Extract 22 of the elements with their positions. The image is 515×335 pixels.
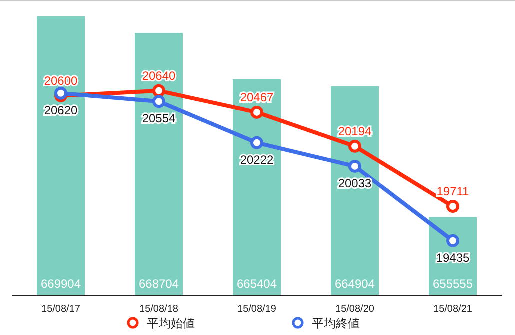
data-label: 20620	[44, 103, 78, 118]
x-tick-label: 15/08/21	[434, 304, 473, 315]
legend-label: 平均始値	[147, 316, 195, 330]
data-label: 669904	[40, 277, 82, 291]
data-label: 655555	[432, 277, 474, 291]
data-label: 19711	[436, 184, 470, 199]
x-tick-label: 15/08/20	[336, 304, 375, 315]
data-label: 20467	[240, 90, 274, 104]
x-tick-label: 15/08/17	[42, 304, 81, 315]
data-label: 20600	[44, 74, 78, 88]
data-label: 668704	[138, 277, 180, 291]
legend-label: 平均終値	[312, 316, 360, 330]
data-label: 19435	[436, 250, 470, 265]
data-label: 665404	[236, 277, 278, 291]
x-tick-label: 15/08/19	[238, 304, 277, 315]
data-label: 664904	[334, 277, 376, 291]
data-label: 20554	[142, 112, 176, 126]
data-label: 20640	[142, 68, 176, 83]
x-tick-label: 15/08/18	[140, 304, 179, 315]
data-label: 20222	[240, 152, 274, 167]
data-label: 20194	[338, 124, 372, 138]
data-label: 20033	[338, 176, 372, 190]
